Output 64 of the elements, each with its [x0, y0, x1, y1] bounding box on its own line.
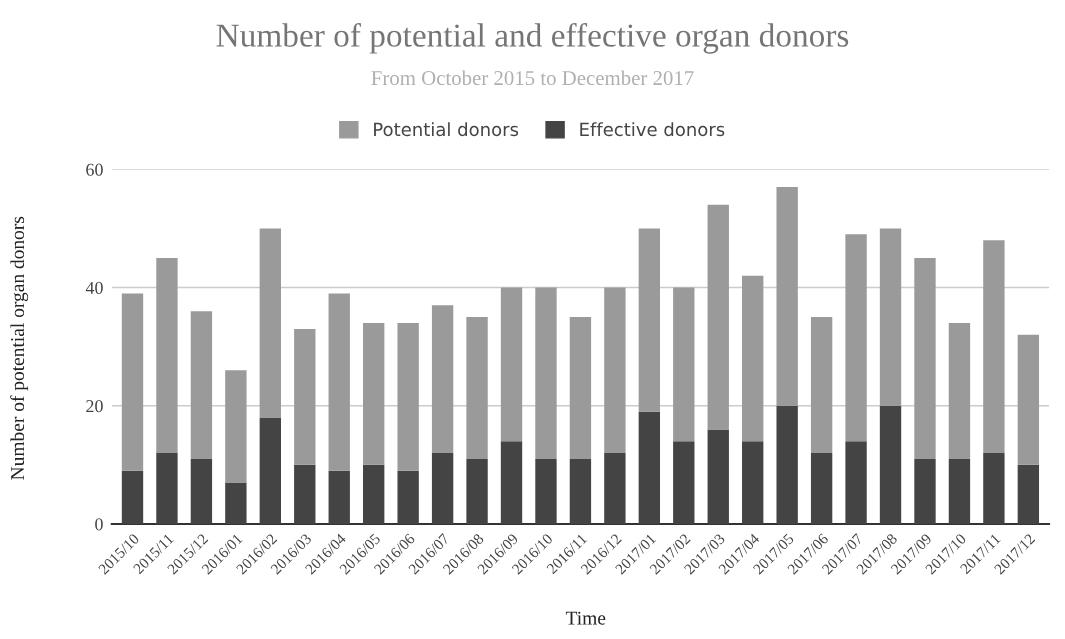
bar: [810, 453, 833, 524]
bar: [707, 429, 729, 524]
bar: [569, 317, 592, 459]
bar: [673, 441, 695, 524]
bar: [500, 287, 523, 442]
bar: [914, 458, 936, 524]
y-tick-label: 0: [95, 518, 103, 531]
bar: [156, 258, 178, 454]
bar: [500, 441, 523, 524]
y-tick-label: 20: [86, 400, 103, 413]
bar: [879, 405, 902, 524]
bar: [397, 470, 419, 524]
bar: [742, 275, 764, 442]
legend-label: Effective donors: [580, 122, 725, 137]
bar: [983, 453, 1005, 524]
bar: [431, 305, 454, 454]
legend-label: Potential donors: [374, 122, 519, 137]
bar: [810, 317, 833, 454]
bar: [225, 370, 247, 483]
y-axis-title: Number of potential organ donors: [10, 216, 29, 480]
bar: [294, 328, 316, 465]
bar: [1017, 464, 1040, 524]
chart-title: Number of potential and effective organ donors: [216, 23, 849, 54]
bar: [948, 323, 971, 459]
bar: [776, 187, 798, 406]
bar: [638, 411, 661, 524]
bar: [845, 234, 867, 442]
bar: [328, 470, 350, 524]
bar: [604, 453, 626, 524]
bar: [742, 441, 764, 524]
bar: [190, 458, 213, 524]
bar: [879, 228, 902, 406]
bar: [259, 228, 281, 418]
bar: [294, 464, 316, 524]
bar: [156, 453, 178, 524]
bar: [121, 470, 144, 524]
bar: [397, 323, 419, 471]
bar: [225, 482, 247, 524]
bar: [466, 458, 488, 524]
bar: [328, 293, 350, 471]
bar: [190, 311, 213, 459]
bar: [638, 228, 661, 412]
bar: [604, 287, 626, 454]
bar: [535, 458, 557, 524]
bar: [845, 441, 867, 524]
bar: [948, 458, 971, 524]
y-tick-label: 40: [85, 281, 103, 294]
bar: [1017, 334, 1040, 465]
bar: [569, 458, 592, 524]
bar: [707, 204, 729, 430]
bar: [983, 240, 1005, 454]
bar: [466, 317, 488, 459]
bar: [431, 453, 454, 524]
bar: [673, 287, 695, 442]
bar: [259, 417, 281, 524]
bar: [363, 323, 385, 465]
x-axis-title: Time: [565, 611, 606, 625]
y-tick-label: 60: [86, 163, 103, 176]
bar: [914, 258, 936, 459]
chart-subtitle: From October 2015 to December 2017: [371, 70, 694, 86]
bar: [121, 293, 144, 471]
bar: [535, 287, 557, 459]
bar: [776, 405, 798, 524]
bar: [363, 464, 385, 524]
